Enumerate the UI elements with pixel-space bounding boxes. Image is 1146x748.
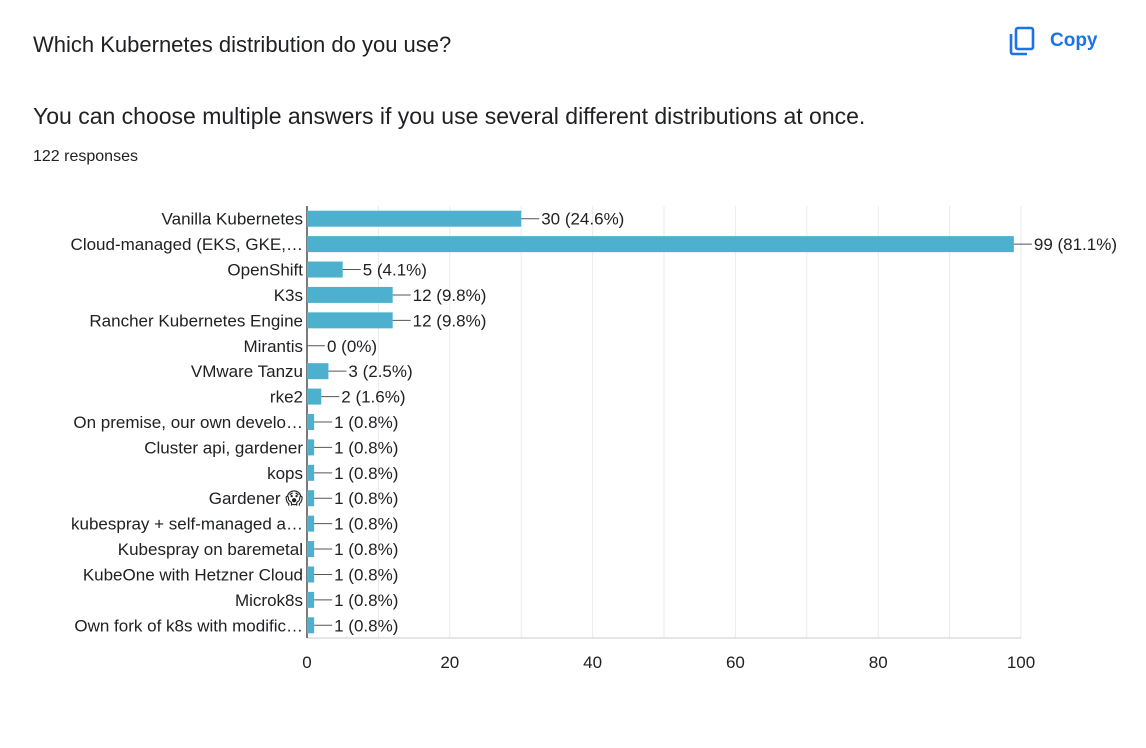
data-label: 1 (0.8%): [334, 591, 398, 610]
bar: [307, 388, 322, 405]
category-label: Rancher Kubernetes Engine: [89, 311, 303, 330]
chart-labels: 30 (24.6%) Vanilla Kubernetes 99 (81.1%) Cl…: [71, 210, 1117, 636]
chart-bars: [307, 210, 1014, 634]
bar: [307, 541, 315, 558]
bar: [307, 236, 1014, 253]
category-label: OpenShift: [227, 261, 303, 280]
data-label: 1 (0.8%): [334, 438, 398, 457]
category-label: Kubespray on baremetal: [118, 540, 303, 559]
bar: [307, 363, 329, 380]
category-label: kops: [267, 464, 303, 483]
category-label: K3s: [274, 286, 303, 305]
data-label: 12 (9.8%): [413, 311, 487, 330]
bar: [307, 414, 315, 430]
bar: [307, 439, 315, 456]
data-label: 12 (9.8%): [413, 286, 487, 305]
bar: [307, 261, 343, 278]
chart-x-ticks: 0 20 40 60 80 100: [302, 653, 1035, 672]
category-label: Mirantis: [243, 337, 303, 356]
copy-icon: [1009, 26, 1035, 56]
bar: [307, 591, 315, 608]
category-label: rke2: [270, 388, 303, 407]
bar: [307, 515, 315, 532]
x-tick-label: 40: [583, 653, 602, 672]
x-tick-label: 60: [726, 653, 745, 672]
bar: [307, 286, 393, 303]
data-label: 1 (0.8%): [334, 464, 398, 483]
x-tick-label: 80: [869, 653, 888, 672]
x-tick-label: 20: [440, 653, 459, 672]
category-label: KubeOne with Hetzner Cloud: [83, 565, 303, 584]
data-label: 1 (0.8%): [334, 540, 398, 559]
bar: [307, 617, 315, 634]
category-label: Vanilla Kubernetes: [162, 210, 303, 229]
question-title: Which Kubernetes distribution do you use…: [33, 32, 452, 57]
data-label: 3 (2.5%): [348, 362, 412, 381]
data-label: 1 (0.8%): [334, 515, 398, 534]
data-label: 1 (0.8%): [334, 489, 398, 508]
x-tick-label: 100: [1007, 653, 1035, 672]
category-label: VMware Tanzu: [191, 362, 303, 381]
category-label: Cloud-managed (EKS, GKE,…: [71, 235, 303, 254]
bar: [307, 312, 393, 329]
bar: [307, 490, 315, 507]
copy-button-label: Copy: [1050, 30, 1098, 51]
data-label: 1 (0.8%): [334, 413, 398, 432]
data-label: 30 (24.6%): [541, 210, 624, 229]
data-label: 0 (0%): [327, 337, 377, 356]
data-label: 2 (1.6%): [341, 388, 405, 407]
question-description: You can choose multiple answers if you u…: [33, 103, 866, 129]
response-count: 122 responses: [33, 148, 138, 165]
category-label: Cluster api, gardener: [144, 438, 303, 457]
bar: [307, 464, 315, 481]
bar: [307, 210, 522, 227]
data-label: 99 (81.1%): [1034, 235, 1117, 254]
data-label: 5 (4.1%): [363, 261, 427, 280]
copy-button[interactable]: Copy: [1008, 24, 1098, 58]
x-tick-label: 0: [302, 653, 311, 672]
category-label: Own fork of k8s with modific…: [74, 616, 303, 635]
category-label: Gardener 😱: [209, 489, 304, 508]
category-label: kubespray + self-managed a…: [71, 515, 303, 534]
category-label: On premise, our own develo…: [73, 413, 303, 432]
data-label: 1 (0.8%): [334, 616, 398, 635]
category-label: Microk8s: [235, 591, 303, 610]
bar: [307, 566, 315, 583]
data-label: 1 (0.8%): [334, 565, 398, 584]
